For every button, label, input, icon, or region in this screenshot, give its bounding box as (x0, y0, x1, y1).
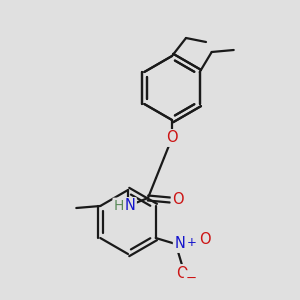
Text: O: O (199, 232, 211, 247)
Text: N: N (124, 199, 135, 214)
Text: O: O (172, 193, 184, 208)
Text: H: H (114, 199, 124, 213)
Text: N: N (174, 236, 185, 251)
Text: −: − (185, 272, 196, 284)
Text: +: + (187, 236, 197, 248)
Text: O: O (176, 266, 188, 280)
Text: O: O (166, 130, 178, 146)
